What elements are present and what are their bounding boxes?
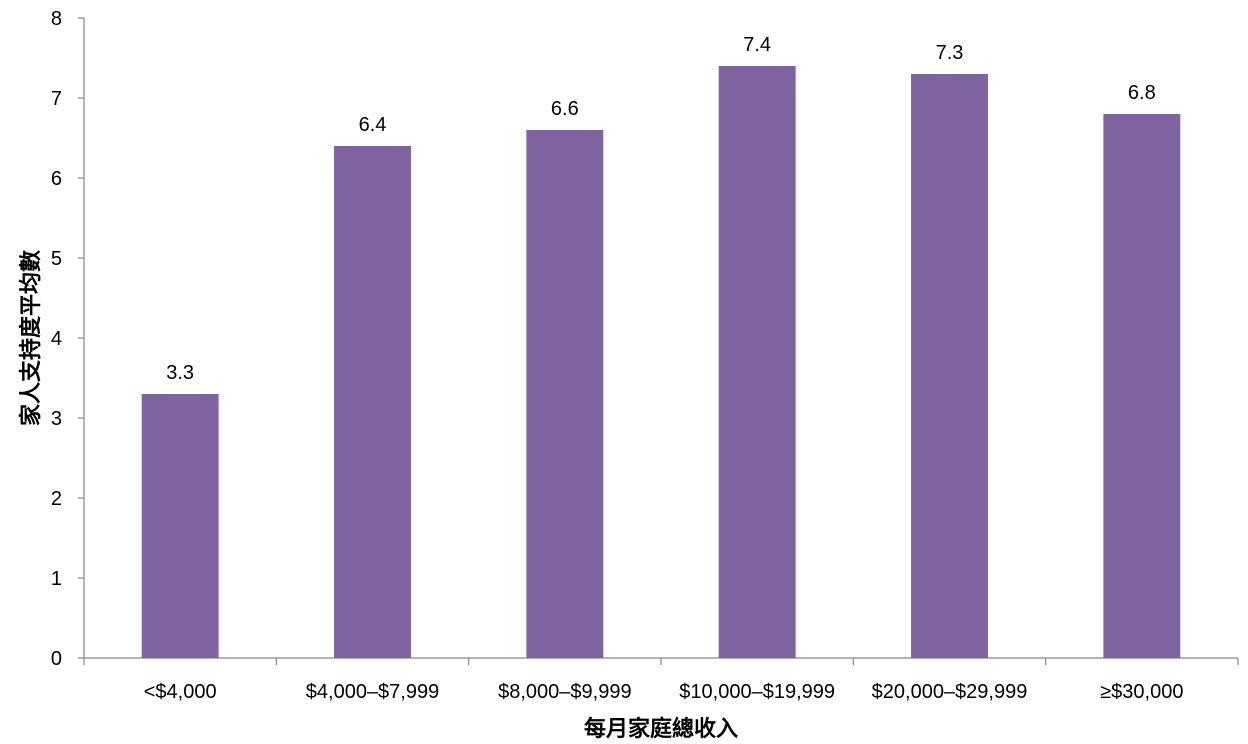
data-label: 6.6	[551, 98, 579, 120]
y-axis: 0 1 2 3 4 5 6 7 8	[51, 8, 85, 670]
bars	[141, 66, 1181, 658]
data-label: 3.3	[166, 362, 194, 384]
x-tick-label: $20,000–$29,999	[872, 681, 1028, 703]
x-axis-title: 每月家庭總收入	[584, 716, 738, 742]
data-label: 7.3	[936, 42, 964, 64]
data-label: 6.8	[1128, 82, 1156, 104]
x-tick-label: $4,000–$7,999	[306, 681, 439, 703]
y-axis-title: 家人支持度平均數	[18, 250, 44, 426]
bar	[1103, 114, 1181, 658]
data-label: 6.4	[359, 114, 387, 136]
y-tick-label: 7	[51, 88, 62, 110]
data-labels: 3.3 6.4 6.6 7.4 7.3 6.8	[166, 34, 1155, 384]
y-tick-label: 1	[51, 568, 62, 590]
data-label: 7.4	[743, 34, 771, 56]
bar	[141, 394, 219, 658]
bar	[526, 130, 604, 658]
bar	[718, 66, 796, 658]
bar	[911, 74, 988, 658]
y-tick-label: 0	[51, 648, 62, 670]
y-tick-label: 3	[51, 408, 62, 430]
bar	[334, 146, 411, 658]
x-tick-label: $10,000–$19,999	[679, 681, 835, 703]
x-tick-label: <$4,000	[144, 681, 217, 703]
x-tick-label: $8,000–$9,999	[498, 681, 631, 703]
x-tick-label: ≥$30,000	[1100, 681, 1183, 703]
y-tick-label: 4	[51, 328, 62, 350]
y-tick-label: 8	[51, 8, 62, 30]
y-tick-label: 6	[51, 168, 62, 190]
y-tick-label: 2	[51, 488, 62, 510]
x-axis: <$4,000 $4,000–$7,999 $8,000–$9,999 $10,000…	[83, 657, 1239, 703]
y-tick-label: 5	[51, 248, 62, 270]
